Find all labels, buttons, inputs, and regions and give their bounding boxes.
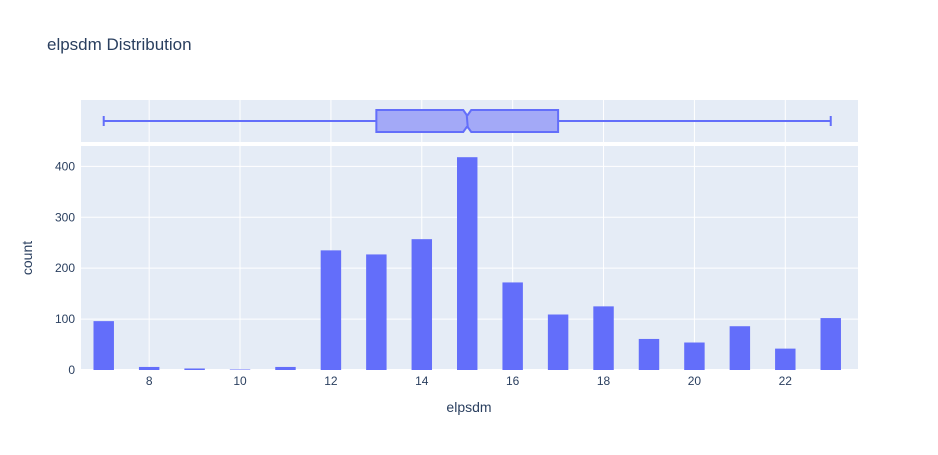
histogram-bar[interactable]: [138, 366, 160, 370]
y-tick-label: 300: [55, 210, 75, 224]
histogram-bar[interactable]: [547, 314, 569, 370]
histogram-bar[interactable]: [502, 282, 523, 370]
x-tick-label: 16: [506, 374, 520, 388]
x-tick-label: 18: [597, 374, 611, 388]
histogram-bar[interactable]: [593, 306, 614, 370]
x-tick-label: 14: [415, 374, 429, 388]
histogram-bar[interactable]: [184, 368, 205, 370]
x-axis-ticks: 8 10 12 14 16 18 20 22: [146, 374, 792, 388]
x-axis-title: elpsdm: [446, 399, 491, 415]
y-axis-title: count: [19, 241, 35, 275]
histogram-bars: [93, 157, 841, 370]
x-tick-label: 20: [688, 374, 702, 388]
histogram-bar[interactable]: [775, 348, 796, 370]
histogram-bar[interactable]: [366, 254, 387, 370]
histogram-bar[interactable]: [729, 326, 751, 370]
histogram-bar[interactable]: [638, 338, 660, 370]
y-tick-label: 0: [68, 363, 75, 377]
y-axis-ticks: 0 100 200 300 400: [55, 159, 75, 377]
histogram-bar[interactable]: [229, 369, 251, 370]
x-tick-label: 22: [779, 374, 793, 388]
chart-title: elpsdm Distribution: [47, 35, 192, 54]
histogram-bar[interactable]: [275, 366, 296, 370]
histogram-bar[interactable]: [320, 250, 342, 370]
x-tick-label: 8: [146, 374, 153, 388]
y-tick-label: 200: [55, 261, 75, 275]
histogram-bar[interactable]: [411, 239, 433, 370]
y-tick-label: 400: [55, 159, 75, 173]
boxplot-median-line: [465, 114, 469, 128]
y-tick-label: 100: [55, 312, 75, 326]
histogram-bar[interactable]: [93, 321, 114, 370]
histogram-bar[interactable]: [457, 157, 478, 370]
x-tick-label: 10: [233, 374, 247, 388]
histogram-bar[interactable]: [684, 342, 705, 370]
boxplot[interactable]: [102, 109, 832, 133]
x-tick-label: 12: [324, 374, 338, 388]
histogram-bar[interactable]: [820, 318, 841, 370]
